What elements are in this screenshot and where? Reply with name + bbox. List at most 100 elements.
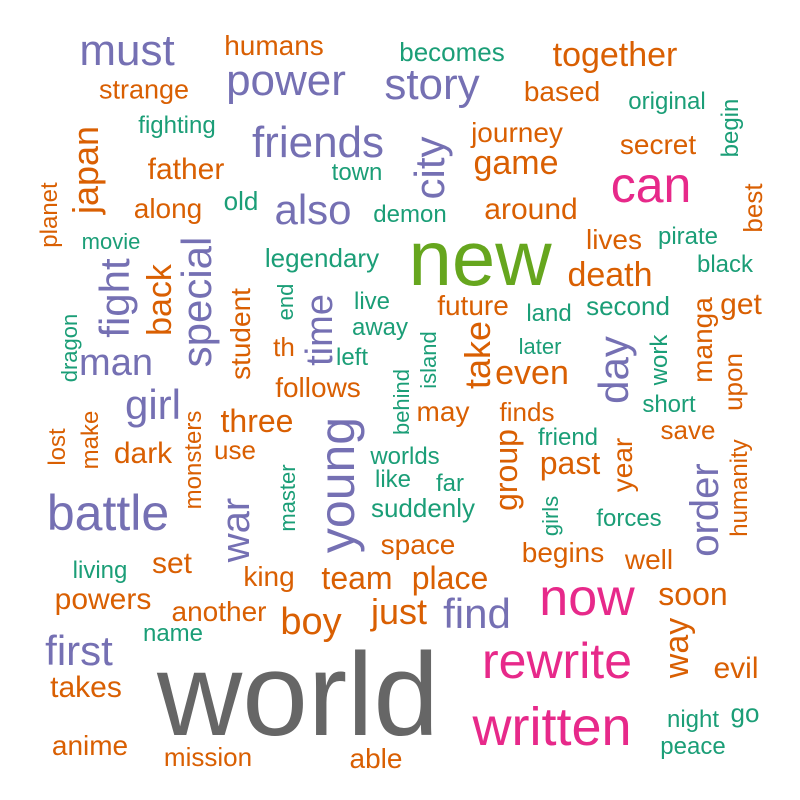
word-manga: manga bbox=[687, 297, 718, 383]
word-short: short bbox=[642, 391, 696, 418]
word-like: like bbox=[374, 466, 412, 493]
word-team: team bbox=[321, 560, 393, 596]
word-year: year bbox=[607, 437, 638, 493]
word-lives: lives bbox=[585, 224, 643, 255]
word-power: power bbox=[226, 56, 346, 105]
word-just: just bbox=[370, 591, 428, 632]
word-must: must bbox=[79, 26, 175, 75]
word-well: well bbox=[624, 544, 674, 575]
word-living: living bbox=[72, 557, 128, 584]
word-dragon: dragon bbox=[57, 313, 82, 383]
word-finds: finds bbox=[499, 397, 555, 427]
word-work: work bbox=[646, 334, 673, 386]
word-follows: follows bbox=[275, 372, 361, 403]
word-friend: friend bbox=[537, 424, 599, 451]
word-even: even bbox=[495, 354, 569, 392]
word-lost: lost bbox=[44, 428, 71, 466]
word-space: space bbox=[380, 529, 456, 560]
word-written: written bbox=[472, 697, 632, 757]
word-town: town bbox=[331, 159, 383, 186]
word-anime: anime bbox=[51, 730, 129, 761]
word-group: group bbox=[488, 429, 524, 511]
word-death: death bbox=[567, 256, 653, 294]
word-movie: movie bbox=[81, 229, 141, 254]
word-king: king bbox=[243, 561, 295, 592]
word-upon: upon bbox=[718, 353, 748, 411]
word-make: make bbox=[77, 410, 104, 470]
word-man: man bbox=[79, 342, 153, 384]
word-left: left bbox=[335, 344, 369, 371]
word-young: young bbox=[309, 416, 365, 554]
word-based: based bbox=[523, 76, 601, 107]
word-future: future bbox=[437, 290, 509, 321]
word-later: later bbox=[518, 334, 562, 359]
word-go: go bbox=[730, 698, 760, 728]
word-master: master bbox=[275, 464, 300, 532]
word-th: th bbox=[273, 332, 295, 362]
word-night: night bbox=[666, 706, 720, 733]
word-worlds: worlds bbox=[370, 443, 440, 470]
word-secret: secret bbox=[619, 129, 697, 160]
word-old: old bbox=[223, 186, 259, 216]
word-begins: begins bbox=[521, 537, 605, 568]
word-around: around bbox=[484, 193, 578, 226]
word-can: can bbox=[610, 157, 692, 213]
word-place: place bbox=[411, 560, 489, 596]
word-new: new bbox=[408, 214, 552, 302]
word-special: special bbox=[173, 236, 220, 368]
word-girl: girl bbox=[124, 381, 182, 428]
word-together: together bbox=[552, 36, 678, 74]
word-japan: japan bbox=[65, 125, 106, 215]
word-peace: peace bbox=[660, 733, 726, 760]
word-world: world bbox=[157, 629, 439, 761]
word-fighting: fighting bbox=[138, 112, 216, 139]
word-original: original bbox=[628, 88, 706, 115]
word-powers: powers bbox=[54, 583, 152, 616]
word-take: take bbox=[457, 320, 498, 390]
word-suddenly: suddenly bbox=[370, 493, 476, 523]
word-student: student bbox=[225, 288, 256, 380]
word-set: set bbox=[151, 547, 193, 580]
word-planet: planet bbox=[36, 182, 63, 248]
word-land: land bbox=[526, 300, 572, 327]
word-city: city bbox=[406, 136, 453, 200]
word-dark: dark bbox=[113, 437, 173, 470]
word-name: name bbox=[142, 620, 204, 647]
word-live: live bbox=[353, 288, 391, 315]
word-humans: humans bbox=[224, 30, 324, 61]
word-time: time bbox=[299, 294, 341, 366]
word-behind: behind bbox=[389, 368, 414, 436]
word-becomes: becomes bbox=[399, 37, 505, 67]
word-find: find bbox=[443, 590, 511, 637]
word-far: far bbox=[435, 470, 465, 497]
word-second: second bbox=[586, 291, 670, 321]
word-game: game bbox=[473, 144, 559, 182]
word-first: first bbox=[45, 627, 113, 674]
word-evil: evil bbox=[713, 652, 759, 685]
word-island: island bbox=[416, 331, 441, 389]
word-back: back bbox=[141, 264, 179, 336]
word-day: day bbox=[590, 336, 637, 404]
word-save: save bbox=[660, 415, 716, 445]
word-also: also bbox=[274, 186, 352, 233]
word-story: story bbox=[384, 60, 480, 109]
word-order: order bbox=[683, 463, 727, 557]
word-black: black bbox=[696, 251, 754, 278]
word-legendary: legendary bbox=[264, 243, 380, 273]
word-father: father bbox=[147, 153, 225, 186]
word-battle: battle bbox=[46, 485, 170, 541]
word-fight: fight bbox=[91, 258, 138, 338]
word-now: now bbox=[539, 569, 635, 627]
word-rewrite: rewrite bbox=[481, 633, 633, 689]
word-forces: forces bbox=[596, 505, 662, 532]
word-along: along bbox=[133, 193, 203, 224]
word-friends: friends bbox=[251, 118, 385, 167]
word-end: end bbox=[273, 283, 298, 321]
word-girls: girls bbox=[538, 495, 563, 537]
word-journey: journey bbox=[471, 117, 563, 148]
word-pirate: pirate bbox=[657, 223, 719, 250]
word-mission: mission bbox=[163, 742, 253, 772]
word-takes: takes bbox=[50, 671, 122, 704]
word-strange: strange bbox=[98, 74, 190, 105]
